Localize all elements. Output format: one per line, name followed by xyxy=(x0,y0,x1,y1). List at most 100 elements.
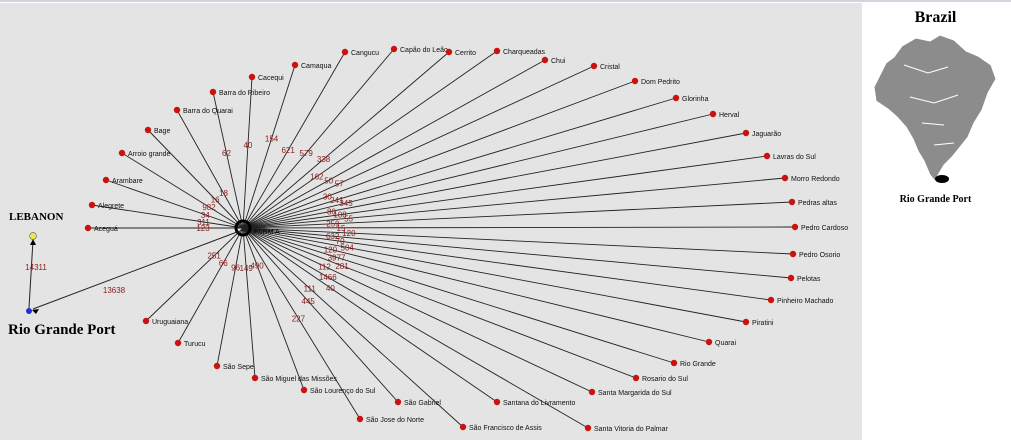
city-node[interactable] xyxy=(493,47,501,55)
port-to-destination-weight: 14311 xyxy=(25,263,47,272)
spoke-line xyxy=(242,113,714,229)
spoke-weight: 55 xyxy=(344,214,353,223)
spoke-line xyxy=(242,64,296,229)
city-node[interactable] xyxy=(709,110,717,118)
hub-to-port-line xyxy=(32,231,238,310)
spoke-weight: 149 xyxy=(240,264,254,273)
spoke xyxy=(177,227,244,344)
spoke-line xyxy=(242,227,256,379)
spoke xyxy=(242,227,498,403)
city-node[interactable] xyxy=(248,73,256,81)
city-node[interactable] xyxy=(173,106,181,114)
city-node[interactable] xyxy=(541,56,549,64)
city-label: São Francisco de Assis xyxy=(469,425,542,432)
city-label: Pedro Osorio xyxy=(799,252,840,259)
city-label: São Lourenço do Sul xyxy=(310,388,376,395)
spoke-line xyxy=(242,227,710,343)
city-node[interactable] xyxy=(672,94,680,102)
city-node[interactable] xyxy=(590,62,598,70)
spoke-weight: 18 xyxy=(219,189,228,198)
spoke xyxy=(242,113,714,229)
spoke xyxy=(242,227,747,323)
city-node[interactable] xyxy=(781,174,789,182)
spoke-line xyxy=(105,179,244,229)
spoke-line xyxy=(242,227,637,379)
city-node[interactable] xyxy=(787,274,795,282)
city-label: Camaqua xyxy=(301,63,331,70)
city-label: Charqueadas xyxy=(503,49,546,56)
city-node[interactable] xyxy=(789,250,797,258)
city-label: Santa Vitoria do Palmar xyxy=(594,426,668,433)
city-node[interactable] xyxy=(291,61,299,69)
port-node[interactable] xyxy=(26,308,32,314)
city-node[interactable] xyxy=(631,77,639,85)
spoke-weight: 281 xyxy=(335,262,349,271)
city-node[interactable] xyxy=(742,318,750,326)
spoke-weight: 50 xyxy=(324,176,333,185)
city-node[interactable] xyxy=(632,374,640,382)
city-node[interactable] xyxy=(102,176,110,184)
spoke xyxy=(147,129,244,229)
destination-node[interactable] xyxy=(29,232,37,240)
spoke-line xyxy=(242,227,464,428)
farm-hub-node[interactable] xyxy=(234,219,252,237)
spoke-line xyxy=(242,51,346,229)
city-label: São Miguel das Missões xyxy=(261,376,337,383)
spoke-weight: 16 xyxy=(211,195,220,204)
city-node[interactable] xyxy=(144,126,152,134)
city-node[interactable] xyxy=(341,48,349,56)
city-node[interactable] xyxy=(588,388,596,396)
spoke-weight: 1466 xyxy=(319,273,337,282)
city-label: São Sepe xyxy=(223,364,254,371)
top-divider xyxy=(0,0,1011,2)
spoke-weight: 162 xyxy=(310,173,324,182)
spoke xyxy=(216,227,244,367)
city-node[interactable] xyxy=(300,386,308,394)
city-node[interactable] xyxy=(251,374,259,382)
spoke-line xyxy=(242,65,595,229)
city-node[interactable] xyxy=(84,224,92,232)
city-label: Barra do Ribeiro xyxy=(219,90,270,97)
city-node[interactable] xyxy=(791,223,799,231)
spoke-weight: 34 xyxy=(201,211,210,220)
city-node[interactable] xyxy=(356,415,364,423)
spoke xyxy=(242,227,593,393)
spoke-weight: 241 xyxy=(330,196,344,205)
city-node[interactable] xyxy=(788,198,796,206)
inset-title: Brazil xyxy=(914,9,957,26)
city-label: Pinheiro Machado xyxy=(777,298,834,305)
city-node[interactable] xyxy=(670,359,678,367)
city-node[interactable] xyxy=(118,149,126,157)
city-node[interactable] xyxy=(142,317,150,325)
city-label: São Jose do Norte xyxy=(366,417,424,424)
city-node[interactable] xyxy=(88,201,96,209)
city-node[interactable] xyxy=(174,339,182,347)
city-label: Cerrito xyxy=(455,50,476,57)
city-node[interactable] xyxy=(445,48,453,56)
city-node[interactable] xyxy=(763,152,771,160)
spoke xyxy=(242,59,546,229)
city-node[interactable] xyxy=(394,398,402,406)
spoke-weight: 120 xyxy=(342,229,356,238)
city-node[interactable] xyxy=(767,296,775,304)
city-node[interactable] xyxy=(209,88,217,96)
city-node[interactable] xyxy=(705,338,713,346)
city-node[interactable] xyxy=(213,362,221,370)
city-label: Cristal xyxy=(600,64,620,71)
city-node[interactable] xyxy=(493,398,501,406)
city-node[interactable] xyxy=(390,45,398,53)
spoke-weight: 3977 xyxy=(328,253,346,262)
city-node[interactable] xyxy=(459,423,467,431)
city-node[interactable] xyxy=(742,129,750,137)
city-label: Morro Redondo xyxy=(791,176,840,183)
spoke xyxy=(242,80,636,229)
spoke xyxy=(242,155,768,229)
spoke-line xyxy=(242,227,675,364)
spoke-weight: 70 xyxy=(336,237,345,246)
city-node[interactable] xyxy=(584,424,592,432)
spoke-weight: 982 xyxy=(202,203,216,212)
spoke-line xyxy=(242,201,793,229)
spoke-weight: 632 xyxy=(326,232,340,241)
